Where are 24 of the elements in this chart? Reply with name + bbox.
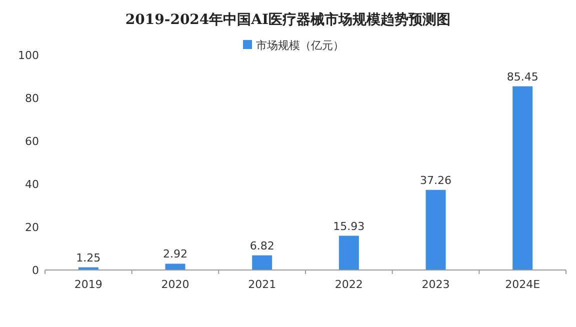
data-label: 2.92 <box>163 248 188 261</box>
x-tick-label: 2024E <box>505 278 540 291</box>
bar <box>252 255 272 270</box>
data-label: 15.93 <box>333 220 365 233</box>
x-tick-label: 2023 <box>422 278 450 291</box>
chart-title: 2019-2024年中国AI医疗器械市场规模趋势预测图 <box>125 11 451 28</box>
bar <box>426 190 446 270</box>
y-tick-label: 20 <box>25 221 39 234</box>
y-tick-label: 40 <box>25 178 39 191</box>
bar <box>512 86 533 270</box>
data-label: 6.82 <box>250 239 274 252</box>
y-tick-label: 60 <box>25 135 39 148</box>
bar <box>165 264 186 270</box>
y-tick-label: 80 <box>25 92 39 105</box>
x-tick-label: 2022 <box>334 278 363 291</box>
y-tick-label: 100 <box>18 49 39 62</box>
bar <box>338 236 359 270</box>
data-label: 37.26 <box>420 174 452 187</box>
x-tick-label: 2019 <box>74 278 102 291</box>
x-tick-label: 2020 <box>161 278 190 291</box>
data-label: 1.25 <box>76 251 101 264</box>
y-tick-label: 0 <box>32 264 39 277</box>
x-tick-label: 2021 <box>248 278 276 291</box>
data-label: 85.45 <box>506 70 538 84</box>
